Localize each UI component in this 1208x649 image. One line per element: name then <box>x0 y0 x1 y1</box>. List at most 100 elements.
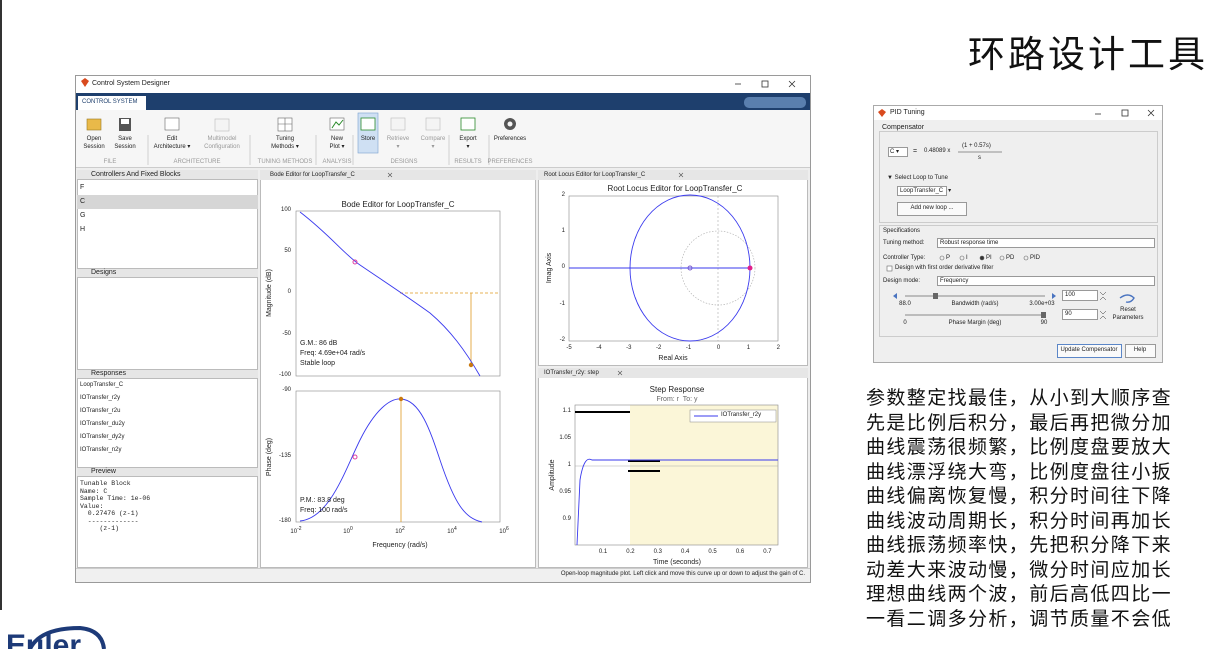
block-item[interactable]: G <box>80 212 86 219</box>
button-label[interactable]: Parameters <box>1112 315 1144 321</box>
preview-line: 0.27476 (z-1) <box>80 510 139 517</box>
tool-button[interactable]: ▾ <box>396 144 400 150</box>
section-toggle[interactable]: ▼ Select Loop to Tune <box>887 175 948 181</box>
response-item[interactable]: IOTransfer_n2y <box>80 447 122 453</box>
tool-button[interactable]: Edit <box>166 136 178 142</box>
window-controls[interactable] <box>735 80 1155 117</box>
dropdown[interactable] <box>937 276 1155 286</box>
tab-close[interactable] <box>387 172 684 376</box>
tool-button[interactable]: Save <box>118 136 132 142</box>
button[interactable] <box>1057 344 1122 358</box>
tick-label: -2 <box>656 345 662 351</box>
section-label: ANALYSIS <box>322 159 352 165</box>
tick-label: 2 <box>561 192 565 198</box>
quick-access[interactable] <box>744 97 806 108</box>
block-item[interactable]: C <box>80 198 86 205</box>
tab-label[interactable]: CONTROL SYSTEM <box>82 99 138 105</box>
dropdown-text[interactable]: C ▾ <box>890 149 900 155</box>
doc-tab[interactable]: IOTransfer_r2y: step <box>544 370 599 376</box>
dropdown-text[interactable]: Frequency <box>940 278 969 284</box>
tool-button[interactable]: Session <box>114 144 136 150</box>
response-item[interactable]: IOTransfer_r2u <box>80 408 121 414</box>
dropdown-text[interactable]: Robust response time <box>940 240 999 246</box>
tick-label: 0.1 <box>598 549 608 555</box>
legend-box <box>689 409 777 423</box>
tool-button[interactable]: Plot ▾ <box>329 144 345 150</box>
verse-line: 先是比例后积分，最后再把微分加 <box>866 412 1173 434</box>
step-curve <box>576 458 778 546</box>
tool-button[interactable]: New <box>330 136 344 142</box>
tick-label: 0.4 <box>681 549 690 555</box>
radio-label[interactable]: PD <box>1006 255 1015 261</box>
mag-curve <box>299 211 481 377</box>
zero-marker <box>352 454 358 460</box>
response-item[interactable]: LoopTransfer_C <box>80 382 124 388</box>
response-item[interactable]: IOTransfer_dy2y <box>80 434 125 440</box>
reset-icon[interactable] <box>1119 294 1135 303</box>
response-item[interactable]: IOTransfer_r2y <box>80 395 121 401</box>
section-label: FILE <box>103 159 117 165</box>
tab[interactable] <box>78 96 146 110</box>
radio-label[interactable]: I <box>966 255 968 261</box>
button[interactable] <box>1125 344 1156 358</box>
tick-label: 0 <box>716 345 721 351</box>
dropdown[interactable] <box>888 147 908 157</box>
doc-tab[interactable]: Root Locus Editor for LoopTransfer_C <box>544 172 646 178</box>
tool-button[interactable]: Multimodel <box>207 136 237 142</box>
tool-button[interactable]: Export <box>459 136 477 142</box>
radios[interactable] <box>939 255 1029 261</box>
button-label[interactable]: Add new loop ... <box>910 205 954 211</box>
block-item[interactable]: H <box>80 226 86 233</box>
app-icon <box>81 78 89 87</box>
tool-button[interactable]: Configuration <box>204 144 240 150</box>
tool-button[interactable]: Store <box>360 136 376 142</box>
tool-button[interactable]: Compare <box>420 136 446 142</box>
slider-thumb[interactable] <box>933 293 938 299</box>
response-item[interactable]: IOTransfer_du2y <box>80 421 125 427</box>
spinner[interactable] <box>1099 291 1107 301</box>
dropdown[interactable] <box>937 238 1155 248</box>
button-label[interactable]: Reset <box>1120 307 1136 313</box>
radio-label[interactable]: PI <box>986 255 992 261</box>
tick-label: -5 <box>566 345 572 351</box>
input[interactable] <box>1062 290 1098 301</box>
tool-button[interactable]: Retrieve <box>386 136 410 142</box>
preview-line: Sample Time: 1e-06 <box>80 495 151 502</box>
tool-button[interactable]: Session <box>83 144 105 150</box>
button-label[interactable]: Help <box>1133 347 1147 353</box>
tool-button[interactable]: Preferences <box>493 136 527 142</box>
slider-thumb[interactable] <box>1041 312 1046 318</box>
tick-label: -180 <box>278 518 291 524</box>
input-value[interactable]: 100 <box>1065 292 1076 298</box>
tool-button[interactable]: Open <box>86 136 102 142</box>
input-value[interactable]: 90 <box>1065 311 1072 317</box>
button[interactable] <box>897 202 967 216</box>
spinner[interactable] <box>1099 310 1107 320</box>
checkbox[interactable] <box>886 265 893 272</box>
verse-line: 曲线震荡很频繁，比例度盘要放大 <box>866 437 1173 458</box>
pm-marker <box>398 396 404 402</box>
radio-label[interactable]: PID <box>1030 255 1041 261</box>
region <box>630 405 778 545</box>
tool-button[interactable]: Architecture ▾ <box>153 144 191 150</box>
tool-button[interactable]: ▾ <box>466 144 470 150</box>
preview-line: Tunable Block <box>80 480 131 487</box>
equals: = <box>913 148 918 155</box>
rlocus-axes <box>568 195 779 342</box>
tick-label: -1 <box>685 345 692 351</box>
group-title: Specifications <box>883 228 921 234</box>
tool-button[interactable]: ▾ <box>431 144 435 150</box>
tool-button[interactable]: Methods ▾ <box>271 144 299 150</box>
tool-button[interactable]: Tuning <box>275 136 295 142</box>
checkbox-label[interactable]: Design with first order derivative filte… <box>895 265 994 271</box>
dropdown-text[interactable]: LoopTransfer_C ▾ <box>900 188 952 194</box>
plot-title: Step Response <box>649 385 705 394</box>
dropdown[interactable] <box>897 186 947 196</box>
annotation: Stable loop <box>300 360 336 367</box>
button-label[interactable]: Update Compensator <box>1060 347 1118 353</box>
doc-tab[interactable]: Bode Editor for LoopTransfer_C <box>270 172 355 178</box>
panel-header <box>77 467 258 477</box>
block-item[interactable]: F <box>80 184 85 191</box>
input[interactable] <box>1062 309 1098 320</box>
radio-label[interactable]: P <box>946 255 951 261</box>
